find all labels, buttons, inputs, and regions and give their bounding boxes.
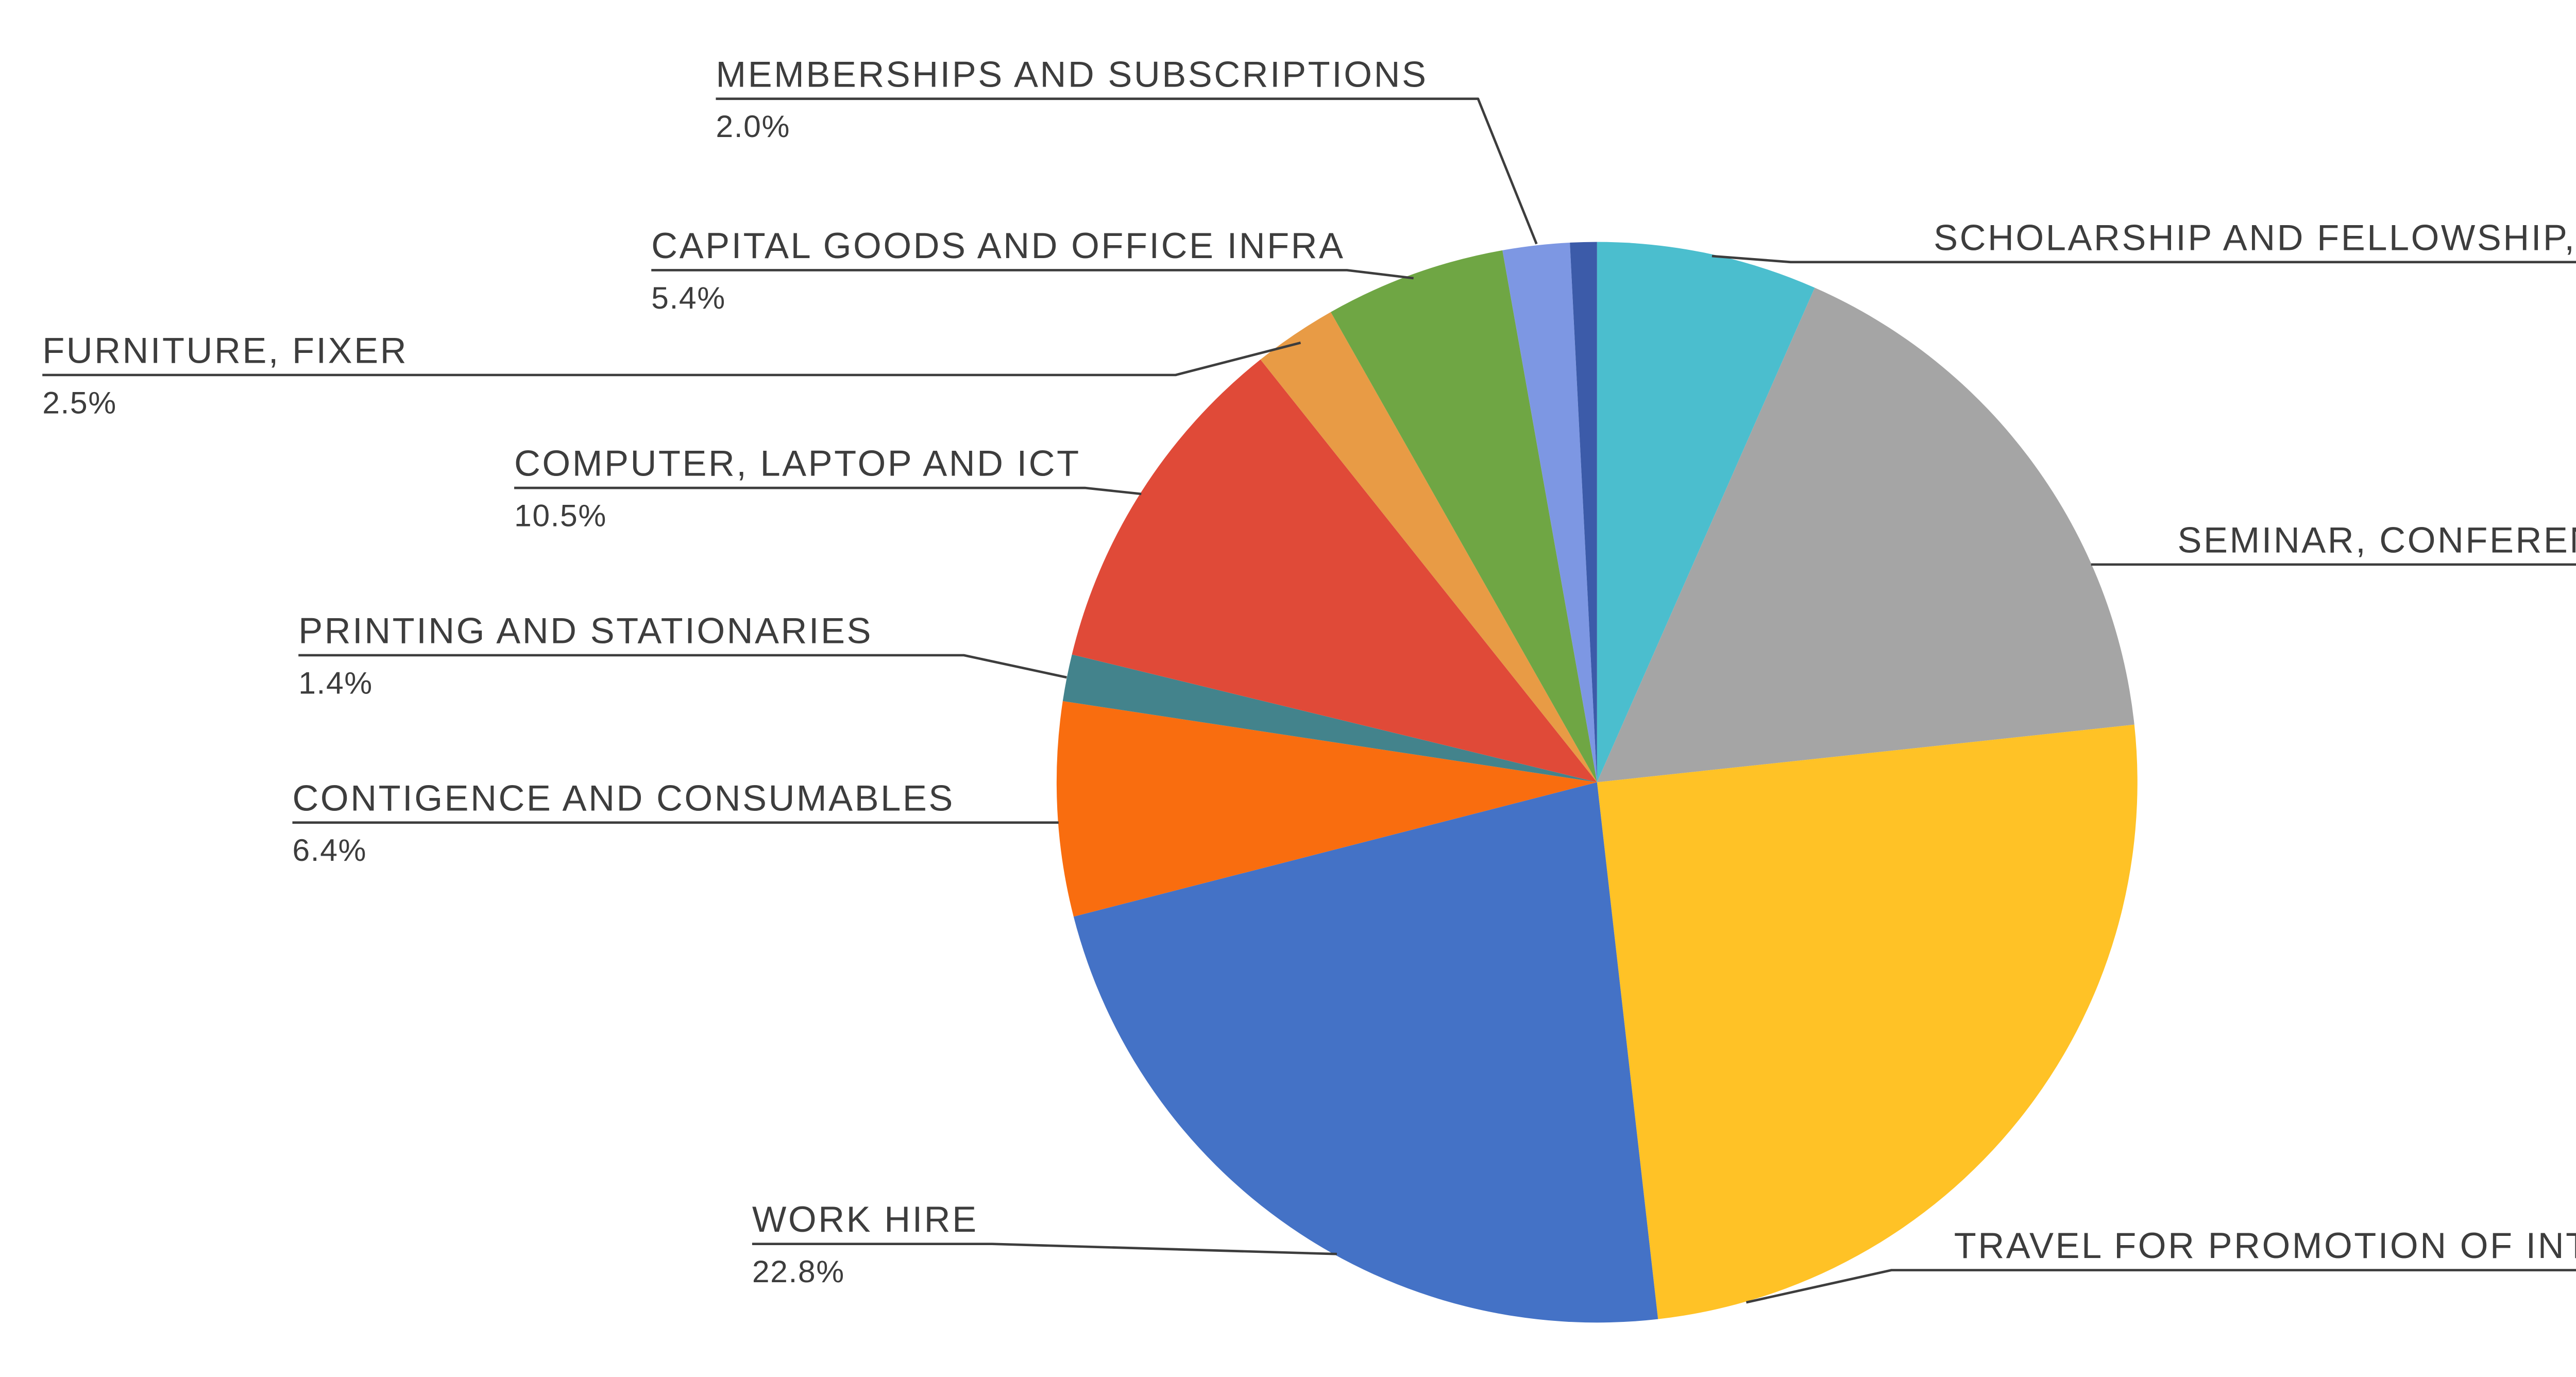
leader-line-printing [298,654,1067,679]
callout-seminar: SEMINAR, CONFERENCE, EVENTS AND DELE... … [2178,519,2576,560]
leader-line-memberships [716,97,1538,245]
pie-slice-travel-for-promotion-of-international-relations[interactable] [1597,724,2138,1319]
slice-label-contigence: CONTIGENCE AND CONSUMABLES [293,777,955,818]
pie-slice-scholarship-and-fellowship-awards-rewards[interactable] [1597,242,1815,783]
slice-value-capital-goods: 5.4% [651,280,726,315]
slice-label-capital-goods: CAPITAL GOODS AND OFFICE INFRA [651,225,1345,266]
slice-label-work-hire: WORK HIRE [752,1199,978,1239]
leader-lines [42,97,2576,1304]
leader-line-computer [514,486,1142,496]
pie-slice-furniture-fixer[interactable] [1260,312,1597,783]
slice-label-memberships: MEMBERSHIPS AND SUBSCRIPTIONS [716,54,1428,94]
pie-slice-unlabeled[interactable] [1570,242,1597,783]
slice-label-seminar: SEMINAR, CONFERENCE, EVENTS AND DELE... [2178,519,2576,560]
callouts: MEMBERSHIPS AND SUBSCRIPTIONS 2.0% CAPIT… [42,54,2576,1289]
pie-slice-work-hire[interactable] [1073,782,1658,1323]
leader-line-scholarship [1711,254,2576,264]
callout-printing: PRINTING AND STATIONARIES 1.4% [298,610,873,700]
slice-label-scholarship: SCHOLARSHIP AND FELLOWSHIP, AWARDS, REWA… [1934,217,2576,258]
pie-slice-seminar-conference-events-and-dele[interactable] [1597,287,2134,783]
callout-scholarship: SCHOLARSHIP AND FELLOWSHIP, AWARDS, REWA… [1934,217,2576,258]
leader-line-furniture [42,342,1301,377]
pie-slice-capital-goods-and-office-infra[interactable] [1330,250,1597,783]
callout-contigence: CONTIGENCE AND CONSUMABLES 6.4% [293,777,955,868]
callout-furniture: FURNITURE, FIXER 2.5% [42,330,408,420]
slice-label-printing: PRINTING AND STATIONARIES [298,610,873,651]
callout-work-hire: WORK HIRE 22.8% [752,1199,978,1289]
slice-label-computer: COMPUTER, LAPTOP AND ICT [514,443,1081,484]
slice-label-furniture: FURNITURE, FIXER [42,330,408,370]
slice-value-furniture: 2.5% [42,385,117,420]
pie-slice-contigence-and-consumables[interactable] [1056,701,1597,917]
callout-memberships: MEMBERSHIPS AND SUBSCRIPTIONS 2.0% [716,54,1428,144]
leader-line-travel [1745,1269,2576,1304]
callout-capital-goods: CAPITAL GOODS AND OFFICE INFRA 5.4% [651,225,1345,315]
pie-slice-printing-and-stationaries[interactable] [1062,654,1597,783]
slice-value-computer: 10.5% [514,498,607,533]
pie-slice-memberships-and-subscriptions[interactable] [1502,242,1597,783]
slice-value-memberships: 2.0% [716,109,790,144]
pie [1056,242,2138,1323]
callout-computer: COMPUTER, LAPTOP AND ICT 10.5% [514,443,1081,533]
leader-line-capital-goods [651,269,1414,280]
slice-label-travel: TRAVEL FOR PROMOTION OF INTERNATIONAL RE… [1954,1225,2576,1266]
callout-travel: TRAVEL FOR PROMOTION OF INTERNATIONAL RE… [1954,1225,2576,1266]
slice-value-work-hire: 22.8% [752,1254,845,1289]
leader-line-work-hire [752,1243,1337,1255]
slice-value-printing: 1.4% [298,665,373,700]
pie-slice-computer-laptop-and-ict[interactable] [1072,359,1597,783]
slice-value-contigence: 6.4% [293,832,367,868]
